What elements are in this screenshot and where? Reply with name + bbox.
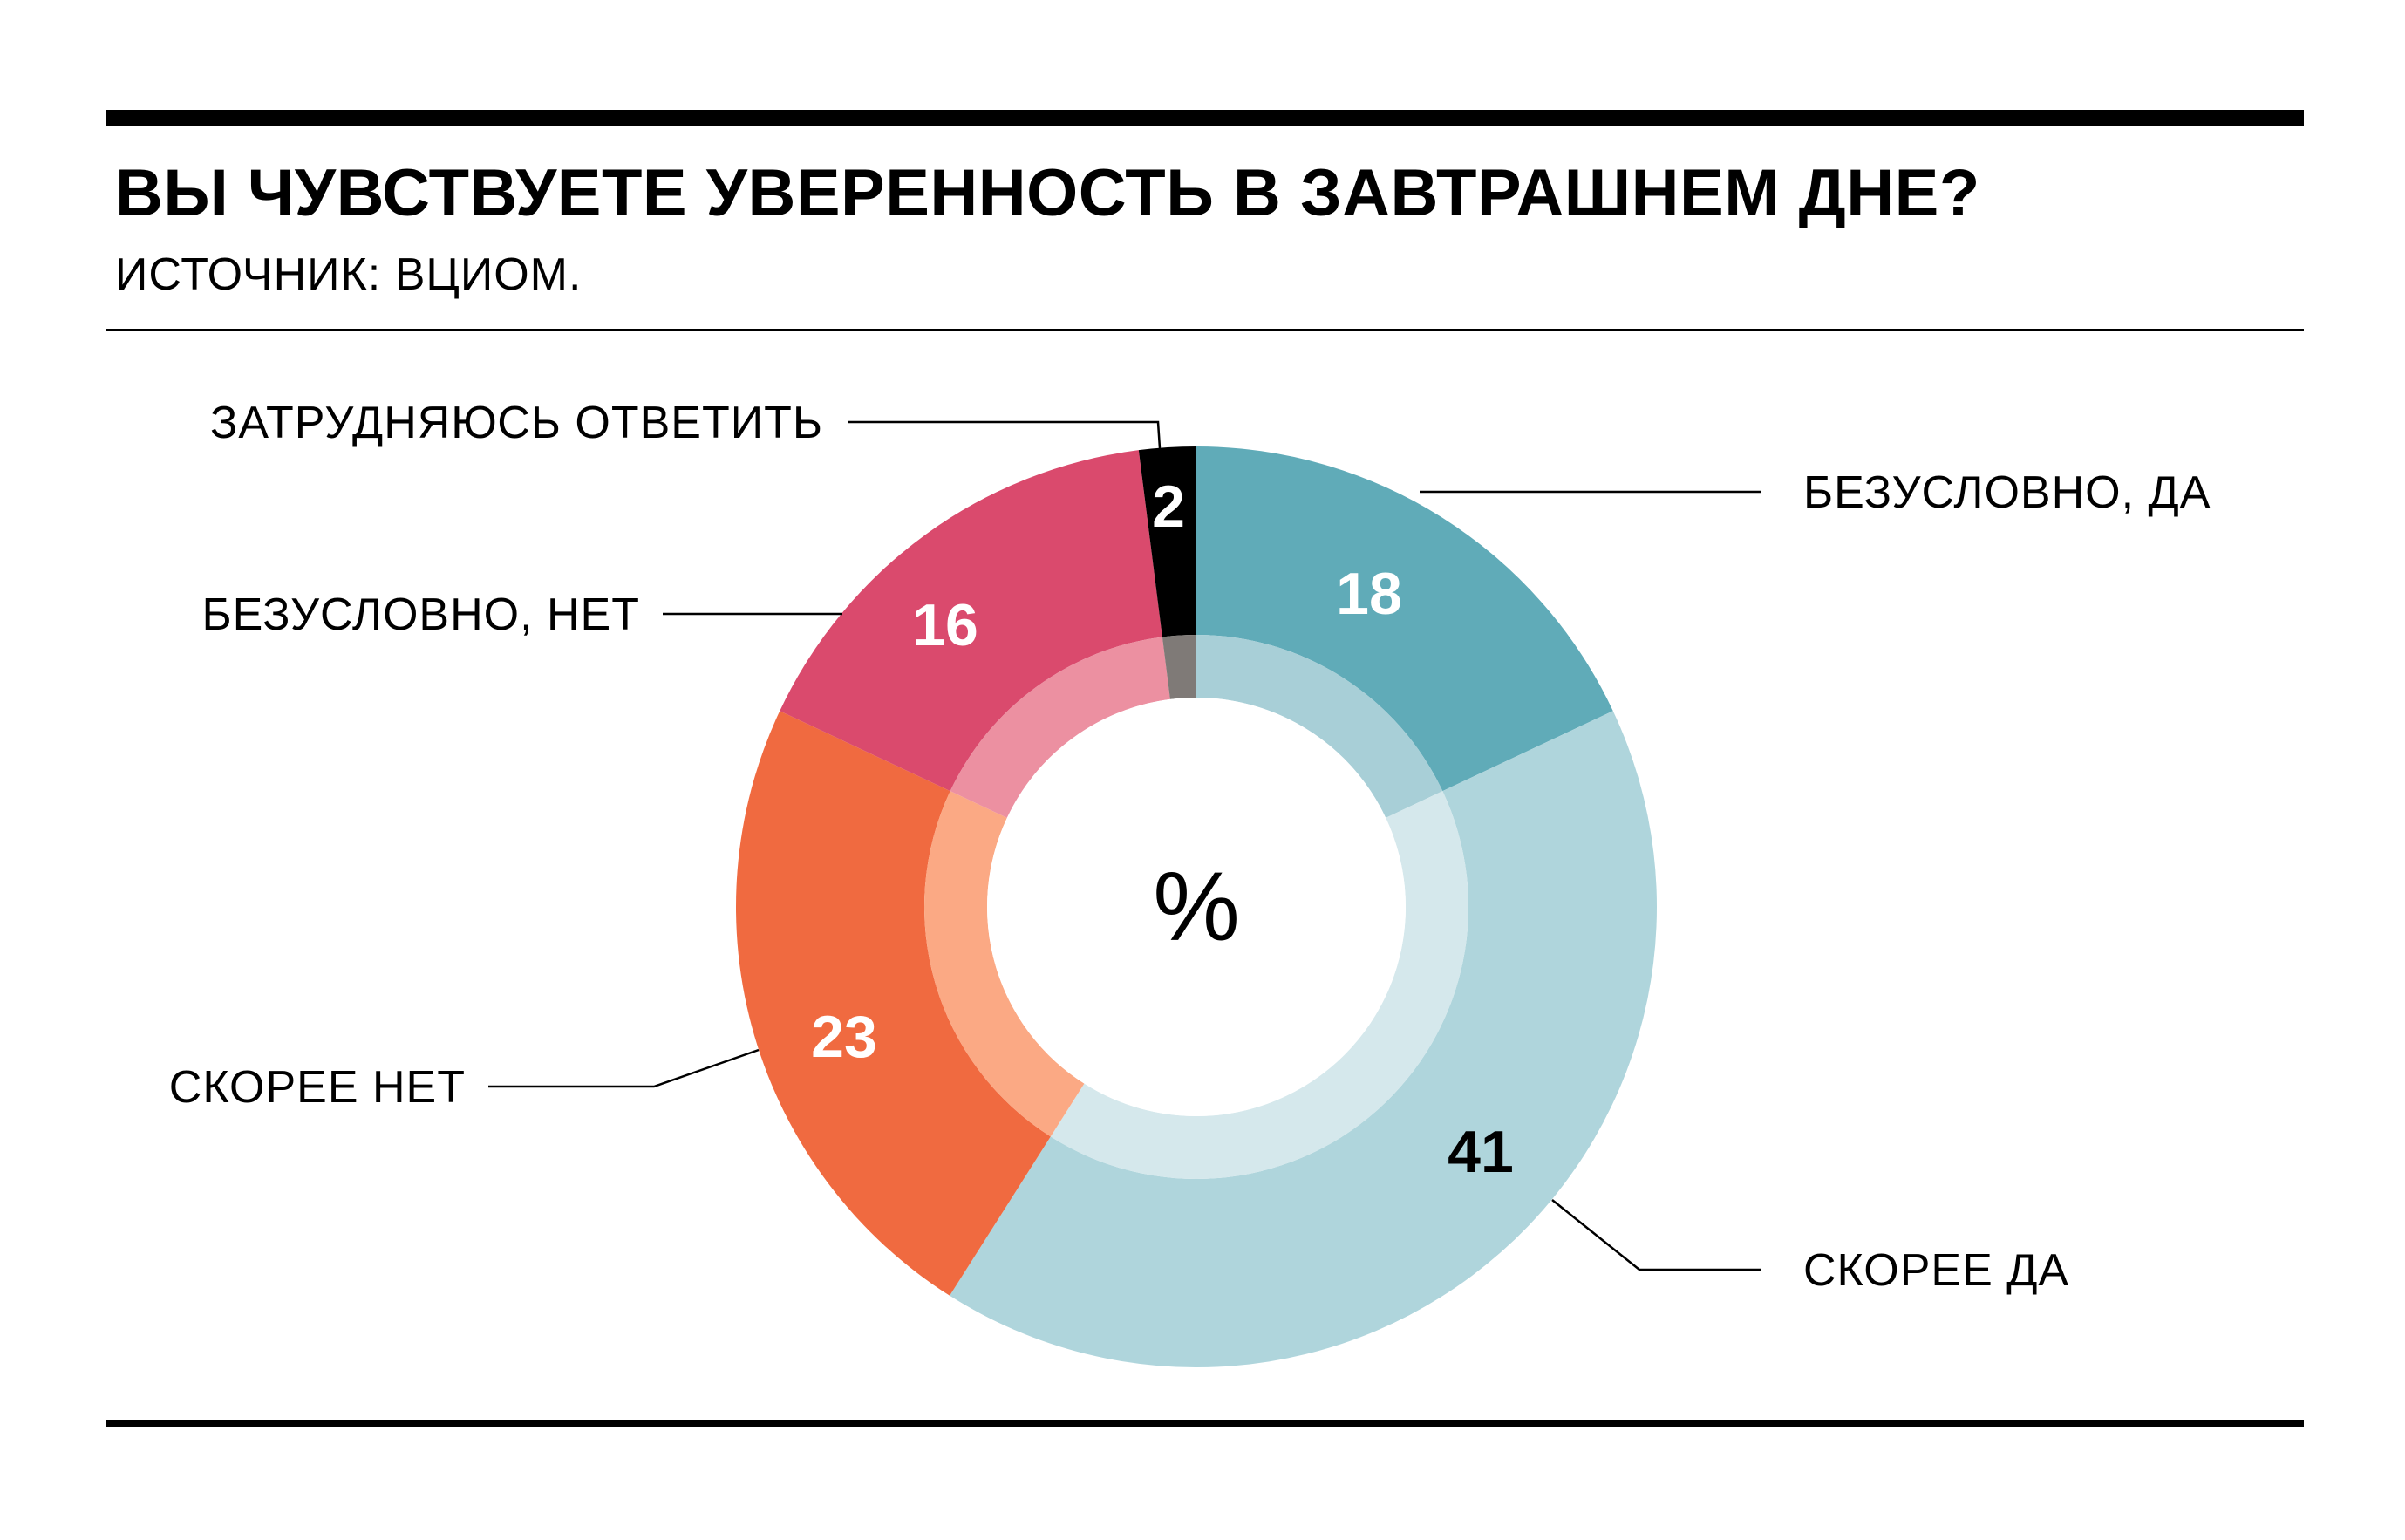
slice-value-1: 18 bbox=[1336, 561, 1402, 627]
slice-value-5: 2 bbox=[1152, 474, 1185, 540]
donut-slice-inner-4 bbox=[950, 637, 1170, 818]
slice-value-3: 23 bbox=[811, 1004, 877, 1070]
donut-slice-outer-4 bbox=[780, 450, 1162, 792]
donut-slice-inner-2 bbox=[1050, 791, 1468, 1179]
bottom-rule bbox=[106, 1420, 2304, 1427]
chart-title: ВЫ ЧУВСТВУЕТЕ УВЕРЕННОСТЬ В ЗАВТРАШНЕМ Д… bbox=[115, 156, 1980, 230]
donut-slice-inner-3 bbox=[924, 791, 1085, 1137]
slice-label-3: СКОРЕЕ НЕТ bbox=[169, 1062, 466, 1113]
donut-slice-outer-3 bbox=[736, 711, 1051, 1296]
leader-line-2 bbox=[1551, 1199, 1761, 1271]
donut-slice-outer-2 bbox=[950, 711, 1657, 1367]
slice-label-1: БЕЗУСЛОВНО, ДА bbox=[1803, 467, 2211, 518]
donut-hole bbox=[987, 698, 1406, 1116]
donut-slice-inner-1 bbox=[1196, 635, 1443, 818]
top-rule bbox=[106, 110, 2304, 126]
chart-source: ИСТОЧНИК: ВЦИОМ. bbox=[115, 249, 583, 300]
donut-slice-outer-1 bbox=[1196, 446, 1613, 792]
center-label: % bbox=[1153, 852, 1240, 961]
slice-label-2: СКОРЕЕ ДА bbox=[1803, 1245, 2069, 1296]
slice-value-4: 16 bbox=[912, 592, 978, 658]
leader-line-3 bbox=[488, 1048, 760, 1088]
donut-slice-outer-5 bbox=[1138, 446, 1196, 637]
donut-slice-inner-5 bbox=[1162, 635, 1196, 699]
slice-value-2: 41 bbox=[1448, 1119, 1514, 1185]
header-divider bbox=[106, 329, 2304, 331]
leader-line-5 bbox=[848, 420, 1162, 449]
slice-label-4: БЕЗУСЛОВНО, НЕТ bbox=[202, 589, 641, 640]
slice-label-5: ЗАТРУДНЯЮСЬ ОТВЕТИТЬ bbox=[210, 398, 823, 448]
